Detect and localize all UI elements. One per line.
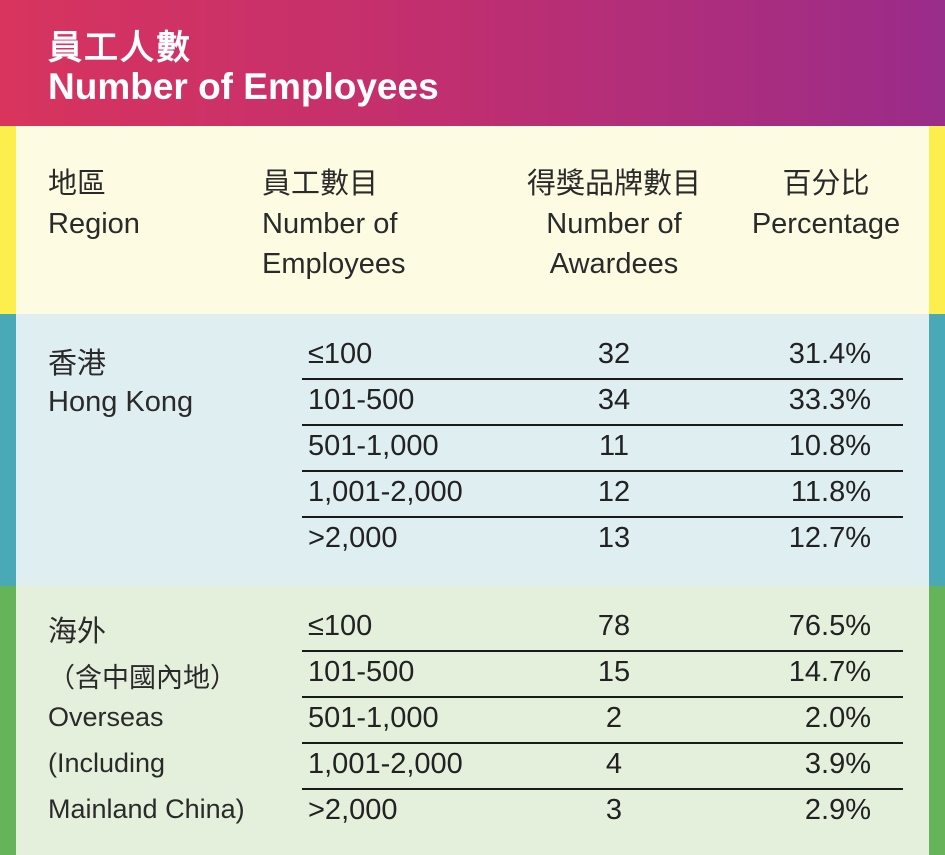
- awardees-cell: 78: [597, 610, 631, 642]
- left-accent-bar: [0, 314, 16, 586]
- column-header-awardees-en-1: Number of: [546, 208, 682, 240]
- column-header-employees-en-2: Employees: [262, 248, 406, 280]
- employees-cell: 501-1,000: [308, 702, 439, 734]
- title-chinese: 員工人數: [48, 29, 192, 67]
- awardees-cell: 11: [598, 430, 630, 462]
- employees-cell: 1,001-2,000: [308, 748, 463, 780]
- region-label-line: Mainland China): [48, 794, 245, 824]
- column-header-band: 地區 Region 員工數目 Number of Employees 得獎品牌數…: [0, 126, 945, 314]
- employees-cell: 101-500: [308, 384, 415, 416]
- awardees-cell: 13: [597, 522, 631, 554]
- column-header-region: 地區 Region: [48, 164, 140, 244]
- percentage-cell: 76.5%: [788, 610, 871, 642]
- table-row: >2,000 13 12.7%: [302, 518, 903, 564]
- table-row: 501-1,000 11 10.8%: [302, 426, 903, 472]
- percentage-cell: 3.9%: [804, 748, 871, 780]
- table-row: >2,000 3 2.9%: [302, 790, 903, 836]
- overseas-rows: ≤100 78 76.5% 101-500 15 14.7% 501-1,000…: [302, 606, 903, 836]
- percentage-cell: 14.7%: [788, 656, 871, 688]
- title-banner: 員工人數 Number of Employees: [0, 0, 945, 126]
- employees-cell: ≤100: [308, 338, 373, 370]
- percentage-cell: 11.8%: [790, 476, 871, 508]
- column-header-region-zh: 地區: [48, 168, 107, 200]
- column-header-awardees-en-2: Awardees: [549, 248, 679, 280]
- employees-cell: 501-1,000: [308, 430, 439, 462]
- right-accent-bar: [929, 126, 945, 314]
- column-header-percentage-en: Percentage: [751, 208, 901, 240]
- table-row: 1,001-2,000 4 3.9%: [302, 744, 903, 790]
- percentage-cell: 12.7%: [788, 522, 871, 554]
- awardees-cell: 3: [605, 794, 623, 826]
- column-header-percentage: 百分比 Percentage: [740, 164, 912, 244]
- employees-cell: >2,000: [308, 522, 398, 554]
- employees-cell: >2,000: [308, 794, 398, 826]
- right-accent-bar: [929, 314, 945, 586]
- table-row: 101-500 34 33.3%: [302, 380, 903, 426]
- column-header-region-en: Region: [48, 208, 140, 240]
- column-header-percentage-zh: 百分比: [782, 168, 870, 200]
- percentage-cell: 33.3%: [788, 384, 871, 416]
- awardees-cell: 32: [597, 338, 631, 370]
- region-band-hong-kong: 香港 Hong Kong ≤100 32 31.4% 101-500 34 33…: [0, 314, 945, 586]
- awardees-cell: 4: [605, 748, 623, 780]
- employees-cell: 101-500: [308, 656, 415, 688]
- table-row: ≤100 78 76.5%: [302, 606, 903, 652]
- region-label-line: 香港: [48, 348, 107, 380]
- table-row: 1,001-2,000 12 11.8%: [302, 472, 903, 518]
- awardees-cell: 34: [597, 384, 631, 416]
- employees-cell: 1,001-2,000: [308, 476, 463, 508]
- right-accent-bar: [929, 586, 945, 855]
- column-header-awardees-zh: 得獎品牌數目: [526, 168, 701, 200]
- awardees-cell: 12: [597, 476, 631, 508]
- column-header-employees: 員工數目 Number of Employees: [262, 164, 405, 284]
- hong-kong-rows: ≤100 32 31.4% 101-500 34 33.3% 501-1,000…: [302, 334, 903, 564]
- percentage-cell: 10.8%: [788, 430, 871, 462]
- awardees-cell: 15: [597, 656, 631, 688]
- table-row: ≤100 32 31.4%: [302, 334, 903, 380]
- awardees-cell: 2: [605, 702, 623, 734]
- region-band-overseas: 海外 （含中國內地） Overseas (Including Mainland …: [0, 586, 945, 855]
- title-english: Number of Employees: [48, 66, 439, 107]
- column-header-awardees: 得獎品牌數目 Number of Awardees: [512, 164, 716, 284]
- left-accent-bar: [0, 586, 16, 855]
- percentage-cell: 31.4%: [788, 338, 871, 370]
- region-label-line: Overseas: [48, 702, 164, 732]
- region-label-line: 海外: [48, 616, 107, 648]
- table-row: 501-1,000 2 2.0%: [302, 698, 903, 744]
- table-row: 101-500 15 14.7%: [302, 652, 903, 698]
- column-header-employees-zh: 員工數目: [262, 168, 379, 200]
- region-label-line: (Including: [48, 748, 166, 778]
- column-header-employees-en-1: Number of: [262, 208, 398, 240]
- left-accent-bar: [0, 126, 16, 314]
- employees-cell: ≤100: [308, 610, 373, 642]
- percentage-cell: 2.9%: [804, 794, 871, 826]
- percentage-cell: 2.0%: [804, 702, 871, 734]
- region-label-line: Hong Kong: [48, 386, 194, 418]
- region-label-line: （含中國內地）: [48, 663, 237, 693]
